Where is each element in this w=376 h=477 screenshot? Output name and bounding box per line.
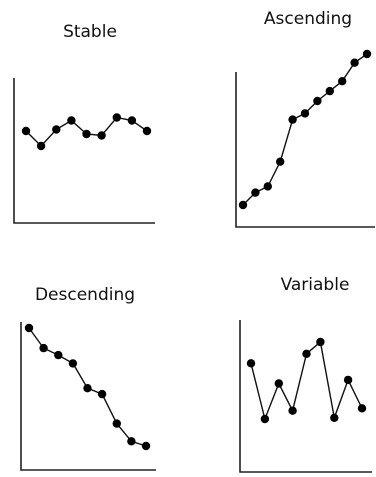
data-point [21,126,31,136]
data-point [83,384,92,393]
data-point [238,200,248,210]
series-points [24,323,151,451]
data-point [357,404,367,413]
data-point [338,77,347,86]
data-point [302,349,311,358]
chart-axes [13,78,155,224]
series-points [246,337,367,424]
data-point [316,337,325,347]
data-point [350,58,359,67]
data-point [141,441,151,451]
data-point [142,126,152,136]
data-point [68,359,78,368]
data-point [39,343,48,353]
data-point [263,182,272,191]
data-point [67,116,76,125]
data-point [52,125,61,134]
data-point [97,389,107,399]
data-point [251,188,260,197]
data-point [36,141,46,151]
data-point [112,113,122,122]
data-point [343,375,353,385]
chart-axes [235,72,375,228]
data-point [288,406,297,415]
series-line [242,53,368,206]
data-point [54,350,63,360]
data-point [112,419,122,428]
data-point [24,323,34,333]
series-points [21,113,152,151]
data-point [313,96,322,106]
chart-title: Variable [281,275,350,295]
data-point [260,414,270,424]
chart-panel-ascending: Ascending [235,9,375,228]
data-point [274,379,283,388]
data-point [82,129,91,139]
data-point [330,413,339,422]
chart-title: Ascending [264,9,352,29]
chart-panel-stable: Stable [13,22,155,224]
series-points [238,49,372,210]
chart-axes [20,322,156,471]
chart-panel-descending: Descending [20,285,156,471]
data-point [300,109,310,118]
data-point [276,157,285,166]
data-point [127,437,136,446]
chart-panel-variable: Variable [239,275,372,473]
chart-title: Descending [35,285,135,305]
data-point [362,49,372,59]
data-point [127,116,137,125]
data-point [97,131,106,140]
chart-title: Stable [63,22,117,42]
chart-axes [239,320,372,473]
data-point [325,86,334,96]
data-point [288,115,297,124]
data-point [246,359,256,368]
